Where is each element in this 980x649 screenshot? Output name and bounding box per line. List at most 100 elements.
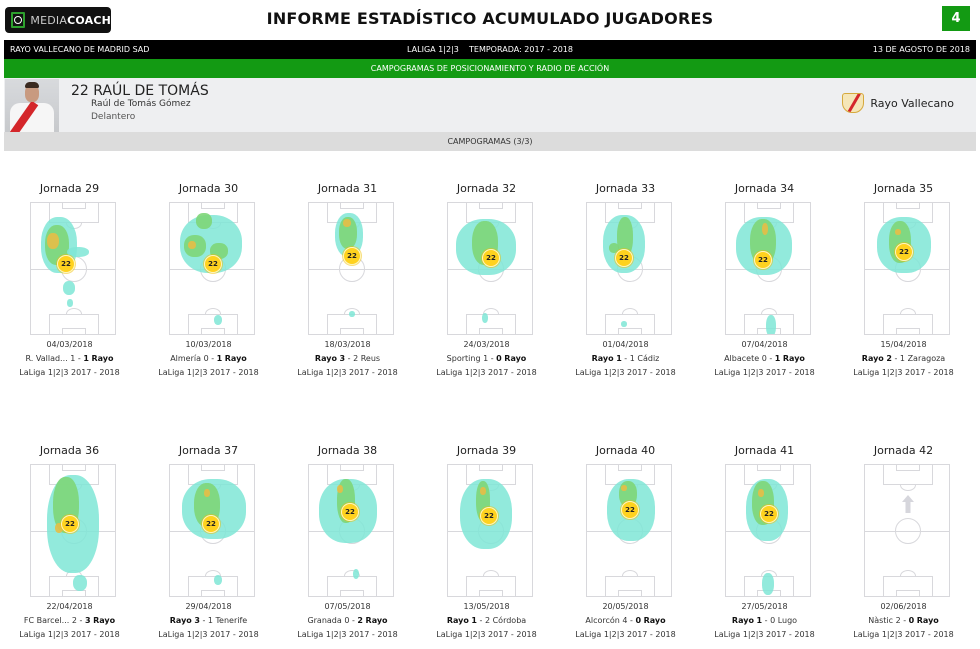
player-header: 22 RAÚL DE TOMÁS Raúl de Tomás Gómez Del…	[4, 78, 976, 132]
player-name: 22 RAÚL DE TOMÁS	[71, 83, 209, 99]
pitch-heatmap: 22	[586, 464, 672, 597]
match-competition: LaLiga 1|2|3 2017 - 2018	[714, 368, 815, 377]
subsection-title: CAMPOGRAMAS (3/3)	[4, 132, 976, 151]
team-crest-icon	[842, 93, 865, 113]
player-avg-position-badge: 22	[615, 249, 633, 267]
pitch-heatmap: 22	[725, 464, 811, 597]
match-score: Rayo 3 - 2 Reus	[314, 354, 381, 363]
mediacoach-logo-icon	[11, 12, 26, 28]
info-bar: RAYO VALLECANO DE MADRID SAD LALIGA 1|2|…	[4, 40, 976, 59]
jornada-label: Jornada 38	[317, 444, 378, 457]
match-date: 18/03/2018	[324, 340, 371, 349]
match-date: 20/05/2018	[602, 602, 649, 611]
match-date: 24/03/2018	[463, 340, 510, 349]
match-competition: LaLiga 1|2|3 2017 - 2018	[853, 368, 954, 377]
match-card: Jornada 40 22 20/05/2018 Alcorcón 4 - 0 …	[556, 439, 695, 649]
player-avg-position-badge: 22	[621, 501, 639, 519]
player-avg-position-badge: 22	[482, 249, 500, 267]
jornada-label: Jornada 31	[317, 182, 378, 195]
match-card: Jornada 35 22 15/04/2018 Rayo 2 - 1 Zara…	[834, 177, 973, 387]
player-photo	[5, 79, 59, 132]
pitch-heatmap: 22	[30, 202, 116, 335]
player-full-name: Raúl de Tomás Gómez	[91, 99, 191, 109]
match-competition: LaLiga 1|2|3 2017 - 2018	[19, 368, 120, 377]
match-card: Jornada 30 22 10/03/2018 Almería 0 - 1 R…	[139, 177, 278, 387]
pitch-heatmap: 22	[447, 464, 533, 597]
player-avg-position-badge: 22	[204, 255, 222, 273]
jornada-label: Jornada 32	[456, 182, 517, 195]
match-card: Jornada 32 22 24/03/2018 Sporting 1 - 0 …	[417, 177, 556, 387]
logo-text: MEDIACOACH	[30, 13, 111, 27]
match-card: Jornada 41 22 27/05/2018 Rayo 1 - 0 Lugo…	[695, 439, 834, 649]
match-date: 22/04/2018	[46, 602, 93, 611]
match-score: Rayo 1 - 1 Cádiz	[591, 354, 660, 363]
match-score: Sporting 1 - 0 Rayo	[446, 354, 527, 363]
match-competition: LaLiga 1|2|3 2017 - 2018	[436, 630, 537, 639]
match-date: 29/04/2018	[185, 602, 232, 611]
match-date: 10/03/2018	[185, 340, 232, 349]
report-header: MEDIACOACH INFORME ESTADÍSTICO ACUMULADO…	[0, 0, 980, 38]
match-score: FC Barcel... 2 - 3 Rayo	[23, 616, 116, 625]
jornada-label: Jornada 42	[873, 444, 934, 457]
match-score: Nàstic 2 - 0 Rayo	[868, 616, 939, 625]
match-date: 02/06/2018	[880, 602, 927, 611]
match-date: 13/05/2018	[463, 602, 510, 611]
match-card: Jornada 37 22 29/04/2018 Rayo 3 - 1 Tene…	[139, 439, 278, 649]
pitch-heatmap: 22	[308, 464, 394, 597]
player-avg-position-badge: 22	[57, 255, 75, 273]
match-card: Jornada 31 22 18/03/2018 Rayo 3 - 2 Reus…	[278, 177, 417, 387]
player-avg-position-badge: 22	[61, 515, 79, 533]
match-card: Jornada 34 22 07/04/2018 Albacete 0 - 1 …	[695, 177, 834, 387]
match-score: R. Vallad... 1 - 1 Rayo	[25, 354, 114, 363]
player-avg-position-badge: 22	[480, 507, 498, 525]
jornada-label: Jornada 33	[595, 182, 656, 195]
match-date: 07/04/2018	[741, 340, 788, 349]
match-card: Jornada 33 22 01/04/2018 Rayo 1 - 1 Cádi…	[556, 177, 695, 387]
team-label: Rayo Vallecano	[842, 93, 954, 113]
player-avg-position-badge: 22	[343, 247, 361, 265]
mediacoach-logo: MEDIACOACH	[5, 7, 111, 33]
pitch-heatmap: 22	[169, 202, 255, 335]
page-number-badge: 4	[942, 6, 970, 31]
section-title: CAMPOGRAMAS DE POSICIONAMIENTO Y RADIO D…	[4, 59, 976, 78]
pitch-heatmap: 22	[586, 202, 672, 335]
match-competition: LaLiga 1|2|3 2017 - 2018	[436, 368, 537, 377]
match-competition: LaLiga 1|2|3 2017 - 2018	[19, 630, 120, 639]
pitch-heatmap: 22	[30, 464, 116, 597]
match-competition: LaLiga 1|2|3 2017 - 2018	[158, 368, 259, 377]
pitch-heatmap: 22	[308, 202, 394, 335]
match-competition: LaLiga 1|2|3 2017 - 2018	[297, 630, 398, 639]
pitch-heatmap: 22	[864, 202, 950, 335]
jornada-label: Jornada 34	[734, 182, 795, 195]
jornada-label: Jornada 41	[734, 444, 795, 457]
match-date: 07/05/2018	[324, 602, 371, 611]
jornada-label: Jornada 30	[178, 182, 239, 195]
competition-season: LALIGA 1|2|3 TEMPORADA: 2017 - 2018	[407, 45, 573, 54]
jornada-label: Jornada 37	[178, 444, 239, 457]
player-avg-position-badge: 22	[895, 243, 913, 261]
match-score: Rayo 1 - 0 Lugo	[731, 616, 798, 625]
pitch-heatmap: 22	[447, 202, 533, 335]
match-date: 04/03/2018	[46, 340, 93, 349]
match-score: Alcorcón 4 - 0 Rayo	[585, 616, 666, 625]
pitch-heatmap: 22	[725, 202, 811, 335]
club-name: RAYO VALLECANO DE MADRID SAD	[10, 45, 150, 54]
match-competition: LaLiga 1|2|3 2017 - 2018	[575, 368, 676, 377]
player-avg-position-badge: 22	[202, 515, 220, 533]
match-score: Rayo 3 - 1 Tenerife	[169, 616, 248, 625]
pitch-heatmap	[864, 464, 950, 597]
player-avg-position-badge: 22	[760, 505, 778, 523]
player-avg-position-badge: 22	[754, 251, 772, 269]
report-date: 13 DE AGOSTO DE 2018	[872, 45, 970, 54]
match-competition: LaLiga 1|2|3 2017 - 2018	[714, 630, 815, 639]
match-competition: LaLiga 1|2|3 2017 - 2018	[575, 630, 676, 639]
match-card: Jornada 42 02/06/2018 Nàstic 2 - 0 Rayo …	[834, 439, 973, 649]
match-card: Jornada 39 22 13/05/2018 Rayo 1 - 2 Córd…	[417, 439, 556, 649]
jornada-label: Jornada 29	[39, 182, 100, 195]
match-score: Granada 0 - 2 Rayo	[307, 616, 388, 625]
match-competition: LaLiga 1|2|3 2017 - 2018	[853, 630, 954, 639]
player-avg-position-badge: 22	[341, 503, 359, 521]
player-position: Delantero	[91, 112, 136, 122]
jornada-label: Jornada 35	[873, 182, 934, 195]
match-competition: LaLiga 1|2|3 2017 - 2018	[297, 368, 398, 377]
